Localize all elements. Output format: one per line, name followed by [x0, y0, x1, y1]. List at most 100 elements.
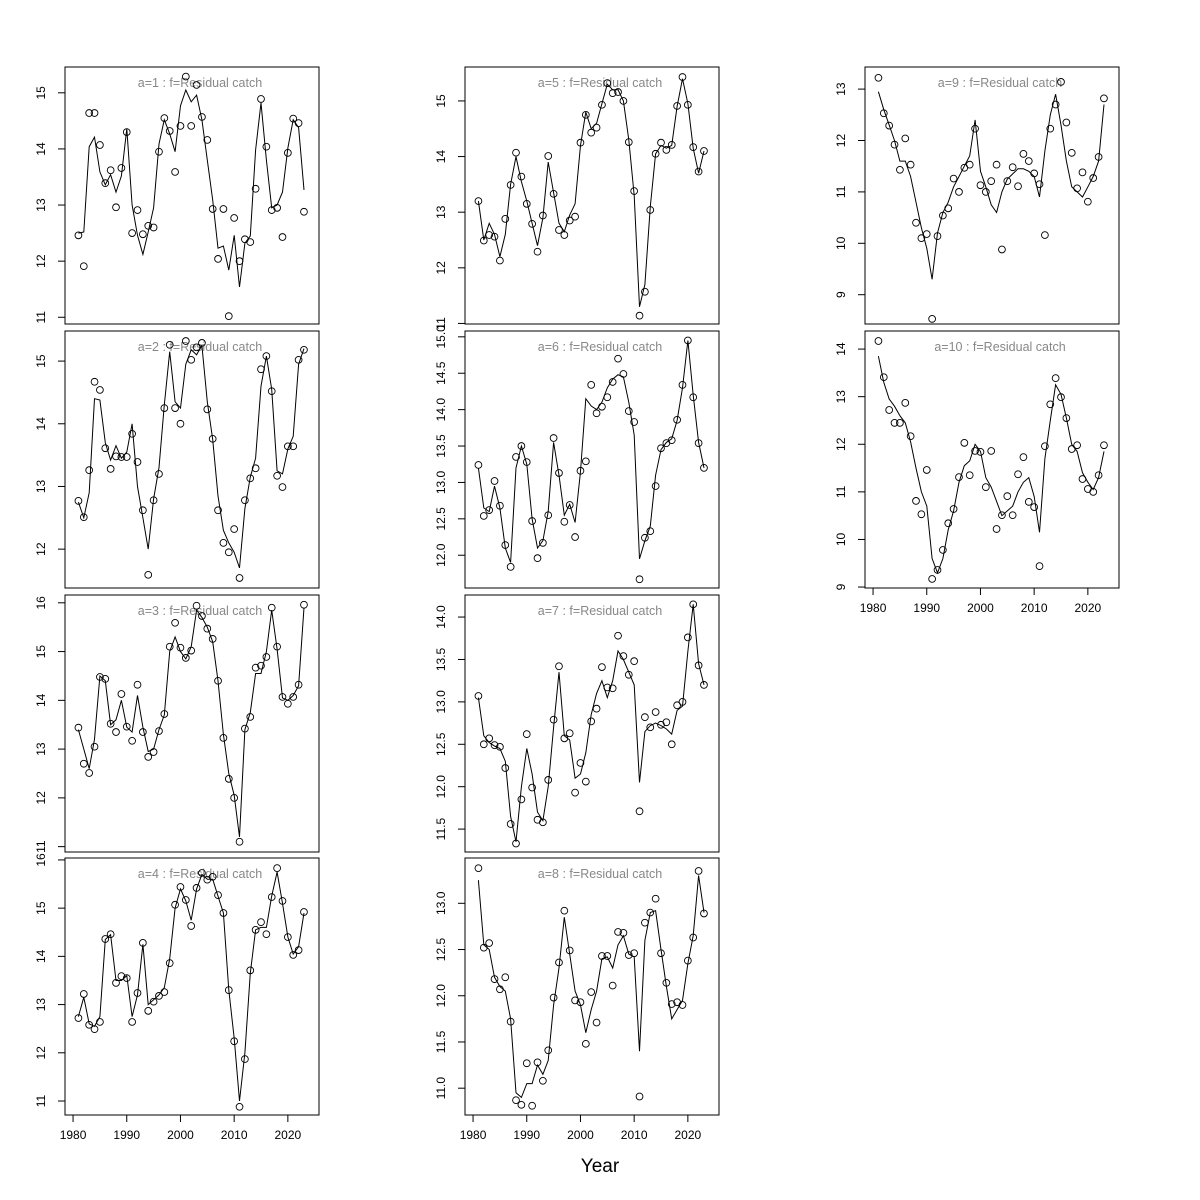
observed-point [928, 315, 936, 323]
observed-point [122, 128, 131, 136]
observed-point [273, 203, 281, 212]
observed-point [684, 633, 692, 642]
observed-point [624, 138, 633, 146]
observed-point [501, 541, 510, 549]
observed-point [479, 512, 488, 520]
observed-point [619, 370, 628, 378]
observed-point [700, 464, 708, 472]
observed-point [608, 89, 617, 97]
observed-point [501, 764, 510, 772]
observed-point [122, 974, 131, 982]
y-tick-label: 14.0 [434, 605, 448, 629]
observed-point [284, 442, 292, 451]
panel-title: a=9 : f=Residual catch [938, 76, 1062, 90]
observed-point [1073, 184, 1081, 193]
observed-point [587, 381, 596, 389]
observed-point [203, 624, 212, 633]
observed-point [300, 600, 308, 609]
observed-point [1078, 475, 1087, 483]
observed-point [235, 837, 244, 846]
observed-point [576, 759, 585, 767]
panel-frame [464, 330, 720, 589]
observed-point [614, 88, 622, 96]
observed-point [587, 988, 596, 996]
observed-point [490, 477, 499, 485]
observed-point [890, 419, 899, 427]
observed-point [112, 203, 120, 212]
observed-point [641, 287, 649, 296]
observed-point [101, 935, 110, 943]
observed-point [128, 229, 136, 237]
x-tick-label: 1990 [913, 601, 940, 615]
observed-point [667, 740, 676, 749]
observed-point [565, 216, 574, 225]
panel-frame [64, 594, 320, 853]
y-tick-label: 15 [34, 901, 48, 915]
observed-point [598, 663, 606, 671]
x-tick-label: 2010 [621, 1128, 648, 1142]
observed-point [528, 517, 536, 525]
observed-point [165, 127, 174, 135]
observed-point [289, 114, 298, 123]
observed-point [1046, 400, 1055, 409]
observed-point [614, 631, 622, 640]
observed-point [662, 146, 671, 154]
observed-point [101, 179, 110, 188]
fitted-line [477, 340, 705, 563]
observed-point [949, 174, 958, 183]
panel-frame [864, 330, 1120, 589]
x-tick-label: 2020 [275, 1128, 302, 1142]
observed-point [273, 642, 281, 651]
observed-point [112, 979, 120, 987]
y-tick-label: 11 [434, 317, 448, 330]
observed-point [684, 956, 692, 965]
y-tick-label: 14.5 [434, 361, 448, 385]
y-tick-label: 13 [34, 742, 48, 756]
observed-point [581, 1039, 590, 1048]
y-tick-label: 12 [434, 261, 448, 275]
observed-point [933, 232, 942, 240]
observed-point [1014, 470, 1022, 479]
observed-point [90, 1025, 99, 1034]
observed-point [506, 563, 515, 571]
observed-point [576, 998, 585, 1007]
observed-point [565, 501, 574, 509]
observed-point [224, 986, 233, 994]
observed-point [960, 438, 969, 447]
observed-point [949, 505, 958, 513]
fitted-line [477, 604, 705, 842]
x-tick-label: 2000 [967, 601, 994, 615]
observed-point [490, 741, 499, 749]
observed-point [79, 513, 88, 522]
observed-point [1035, 562, 1044, 570]
observed-point [506, 181, 515, 189]
observed-point [533, 1058, 542, 1067]
observed-point [144, 570, 153, 579]
observed-point [128, 429, 136, 438]
observed-point [890, 140, 899, 149]
observed-point [241, 1055, 249, 1063]
observed-point [592, 409, 601, 418]
y-tick-label: 13 [34, 479, 48, 493]
observed-point [657, 949, 665, 958]
observed-point [533, 247, 542, 256]
observed-point [1089, 488, 1098, 496]
y-tick-label: 11.0 [434, 1077, 448, 1100]
observed-point [251, 925, 260, 934]
observed-point [1057, 78, 1065, 86]
observed-point [90, 109, 99, 117]
observed-point [694, 867, 703, 875]
observed-point [981, 188, 990, 196]
y-tick-label: 11.5 [434, 818, 448, 841]
observed-point [235, 1102, 244, 1111]
observed-point [485, 939, 494, 947]
observed-point [544, 511, 553, 520]
observed-point [641, 533, 649, 542]
observed-point [219, 909, 228, 917]
fitted-line [477, 78, 705, 307]
observed-point [635, 575, 644, 584]
observed-point [885, 121, 894, 130]
observed-point [555, 958, 563, 967]
observed-point [603, 952, 612, 960]
observed-point [598, 402, 606, 411]
